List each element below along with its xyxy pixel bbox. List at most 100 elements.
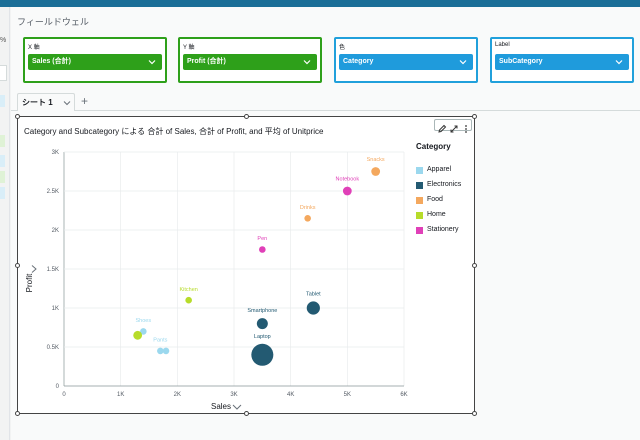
legend-swatch <box>416 197 423 204</box>
plus-icon[interactable]: + <box>81 94 89 108</box>
scatter-plot: 0 1K 2K 3K 4K 5K 6K 0 0.5K 1K 1.5K 2K 2.5K 3K Snacks N… <box>25 150 408 411</box>
legend-swatch <box>416 182 423 189</box>
legend-swatch <box>416 212 423 219</box>
point-label: Pen <box>257 236 267 242</box>
legend-label: Apparel <box>427 166 452 173</box>
scatter-point[interactable] <box>259 246 266 253</box>
point-label: Smartphone <box>247 308 277 314</box>
data-points: Snacks Notebook Drinks Pen Kitchen Tablet Smar… <box>133 157 385 366</box>
well-label: Label <box>495 42 510 48</box>
rail-input-fragment[interactable] <box>0 65 7 81</box>
legend-label: Home <box>427 211 446 218</box>
y-tick-label: 0.5K <box>47 345 59 351</box>
y-axis-well[interactable]: Y 軸 Profit (合計) <box>178 37 322 83</box>
tab-sheet-1[interactable]: シート 1 <box>17 93 75 111</box>
x-tick-label: 6K <box>400 392 407 398</box>
x-axis-well[interactable]: X 軸 Sales (合計) <box>23 37 167 83</box>
rail-fragment <box>0 135 5 147</box>
chevron-down-icon[interactable] <box>63 99 71 107</box>
tab-label: シート 1 <box>22 98 53 107</box>
visual-title: Category and Subcategory による 合計 of Sales… <box>24 127 324 136</box>
legend-label: Stationery <box>427 226 459 233</box>
point-label: Snacks <box>367 157 385 163</box>
resize-handle[interactable] <box>472 114 477 119</box>
point-label: Notebook <box>336 177 360 183</box>
scatter-point[interactable] <box>306 301 320 315</box>
x-axis-field-pill[interactable]: Sales (合計) <box>28 54 162 70</box>
resize-handle[interactable] <box>15 411 20 416</box>
scatter-point[interactable] <box>133 330 143 340</box>
expand-icon[interactable] <box>449 121 459 133</box>
label-field-pill[interactable]: SubCategory <box>495 54 629 70</box>
point-label: Shoes <box>136 318 152 324</box>
chevron-down-icon[interactable] <box>303 58 311 66</box>
y-axis-label: Profit <box>25 273 34 292</box>
chevron-right-icon[interactable] <box>30 264 38 274</box>
scatter-point[interactable] <box>157 347 164 355</box>
resize-handle[interactable] <box>472 411 477 416</box>
legend-title: Category <box>416 142 451 151</box>
x-axis-chevron-down-icon[interactable] <box>232 404 242 410</box>
y-tick-label: 2K <box>52 228 59 234</box>
left-rail: % <box>0 7 10 440</box>
point-label: Tablet <box>306 291 321 297</box>
y-tick-label: 0 <box>56 384 60 390</box>
x-tick-label: 3K <box>230 392 237 398</box>
rail-pct-text: % <box>0 37 7 44</box>
scatter-point[interactable] <box>256 318 268 330</box>
x-axis-label: Sales <box>211 402 231 411</box>
rail-selection-fragment <box>0 95 5 107</box>
x-tick-label: 2K <box>174 392 181 398</box>
scatter-point[interactable] <box>162 347 170 355</box>
x-tick-label: 1K <box>117 392 124 398</box>
pill-label: Category <box>343 58 374 65</box>
well-label: X 軸 <box>28 45 40 51</box>
resize-handle[interactable] <box>244 114 249 119</box>
grid-lines <box>63 151 405 387</box>
tick-labels: 0 1K 2K 3K 4K 5K 6K 0 0.5K 1K 1.5K 2K 2.5K 3K <box>47 150 408 398</box>
scatter-point[interactable] <box>185 296 192 304</box>
color-field-pill[interactable]: Category <box>339 54 473 70</box>
rail-fragment <box>0 171 5 183</box>
y-axis-field-pill[interactable]: Profit (合計) <box>183 54 317 70</box>
scatter-point[interactable] <box>251 343 274 366</box>
visual-toolbar <box>434 119 472 133</box>
chevron-down-icon[interactable] <box>615 58 623 66</box>
field-wells-title: フィールドウェル <box>17 17 89 27</box>
pill-label: Sales (合計) <box>32 58 71 65</box>
y-tick-label: 2.5K <box>47 189 59 195</box>
well-label: Y 軸 <box>183 45 195 51</box>
scatter-point[interactable] <box>342 186 352 196</box>
resize-handle[interactable] <box>15 263 20 268</box>
more-vertical-icon[interactable] <box>461 121 471 133</box>
point-label: Pants <box>153 338 167 344</box>
point-label: Laptop <box>254 334 271 340</box>
pill-label: SubCategory <box>499 58 543 65</box>
legend-swatch <box>416 167 423 174</box>
x-tick-label: 5K <box>344 392 351 398</box>
resize-handle[interactable] <box>472 263 477 268</box>
point-label: Drinks <box>300 205 316 211</box>
scatter-point[interactable] <box>140 328 147 335</box>
scatter-point[interactable] <box>304 215 311 222</box>
scatter-visual[interactable]: Category and Subcategory による 合計 of Sales… <box>15 114 477 416</box>
x-tick-label: 4K <box>287 392 294 398</box>
y-tick-label: 3K <box>52 150 59 156</box>
resize-handle[interactable] <box>244 411 249 416</box>
chevron-down-icon[interactable] <box>148 58 156 66</box>
rail-fragment <box>0 187 5 199</box>
chevron-down-icon[interactable] <box>459 58 467 66</box>
point-label: Kitchen <box>179 287 197 293</box>
rail-fragment <box>0 155 5 167</box>
sheet-tab-bar: シート 1 + <box>11 91 640 111</box>
pencil-icon[interactable] <box>437 121 447 133</box>
resize-handle[interactable] <box>15 114 20 119</box>
label-well[interactable]: Label SubCategory <box>490 37 634 83</box>
legend-label: Food <box>427 196 443 203</box>
color-well[interactable]: 色 Category <box>334 37 478 83</box>
main-area: フィールドウェル X 軸 Sales (合計) Y 軸 Profit (合計) … <box>11 7 640 440</box>
legend-swatch <box>416 227 423 234</box>
legend-label: Electronics <box>427 181 462 188</box>
pill-label: Profit (合計) <box>187 58 226 65</box>
scatter-point[interactable] <box>371 167 381 176</box>
